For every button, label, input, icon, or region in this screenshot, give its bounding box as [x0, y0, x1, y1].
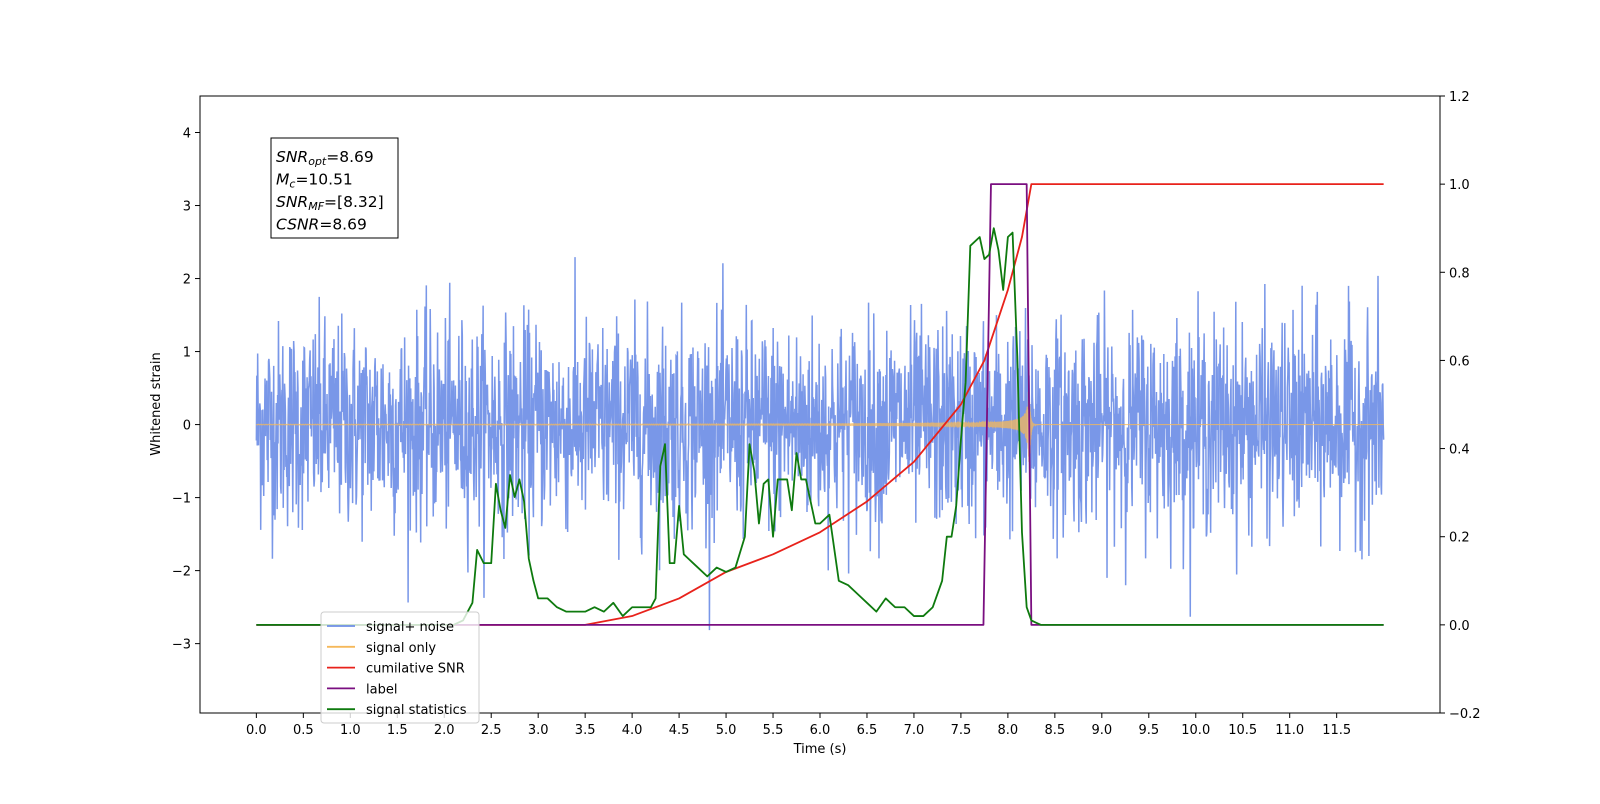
- y-tick-label: 3: [183, 200, 191, 215]
- y2-tick-label: 0.2: [1449, 531, 1470, 546]
- x-tick-label: 7.0: [904, 723, 925, 738]
- y2-tick-label: 1.2: [1449, 90, 1470, 105]
- x-tick-label: 4.0: [622, 723, 643, 738]
- x-tick-label: 6.5: [857, 723, 878, 738]
- x-axis-label: Time (s): [793, 742, 847, 757]
- legend: signal+ noise signal only cumilative SNR la…: [320, 611, 480, 724]
- x-tick-label: 8.0: [998, 723, 1019, 738]
- x-tick-label: 10.5: [1228, 723, 1257, 738]
- y-tick-label: −1: [172, 492, 191, 507]
- annotation-line: SNRopt=8.69: [276, 148, 374, 168]
- series-cumulative-snr-line: [256, 183, 1384, 626]
- x-tick-label: 10.0: [1181, 723, 1210, 738]
- y-tick-label: 0: [183, 419, 191, 434]
- x-tick-label: 11.5: [1322, 723, 1351, 738]
- y-axis-label: Whitened strain: [149, 352, 164, 455]
- series-signal-noise-line: [255, 257, 1385, 631]
- x-tick-label: 0.0: [246, 723, 267, 738]
- legend-label: signal statistics: [366, 703, 467, 718]
- annotation-box-frame: [270, 137, 399, 239]
- legend-frame: [320, 611, 480, 724]
- x-tick-label: 7.5: [951, 723, 972, 738]
- annotation-line: Mc=10.51: [276, 171, 353, 191]
- legend-label: cumilative SNR: [366, 662, 465, 677]
- y-tick-label: −2: [172, 565, 191, 580]
- x-tick-label: 1.5: [387, 723, 408, 738]
- y-tick-label: −3: [172, 638, 191, 653]
- axes: 0.0 0.5 1.0 1.5 2.0 2.5 3.0 3.5 4.0 4.5 5.0 5.5 6.0 6…: [172, 90, 1481, 738]
- x-tick-label: 11.0: [1275, 723, 1304, 738]
- x-tick-label: 0.5: [293, 723, 314, 738]
- x-tick-label: 3.5: [575, 723, 596, 738]
- x-tick-label: 5.0: [716, 723, 737, 738]
- y2-tick-label: 0.4: [1449, 443, 1470, 458]
- y2-tick-label: 0.6: [1449, 354, 1470, 369]
- plot-area: [255, 183, 1385, 631]
- y-tick-label: 4: [183, 127, 191, 142]
- legend-label: signal+ noise: [366, 620, 454, 635]
- series-signal-statistics-line: [256, 227, 1384, 626]
- x-tick-label: 2.0: [434, 723, 455, 738]
- x-tick-label: 5.5: [763, 723, 784, 738]
- y2-tick-label: −0.2: [1449, 707, 1481, 722]
- legend-label: label: [366, 682, 397, 697]
- x-tick-label: 4.5: [669, 723, 690, 738]
- series-signal-only-line: [256, 390, 1384, 465]
- x-tick-label: 8.5: [1045, 723, 1066, 738]
- x-tick-label: 6.0: [810, 723, 831, 738]
- annotation-line: CSNR=8.69: [276, 216, 367, 234]
- y-tick-label: 2: [183, 273, 191, 288]
- y2-tick-label: 1.0: [1449, 178, 1470, 193]
- y2-tick-label: 0.8: [1449, 266, 1470, 281]
- legend-label: signal only: [366, 641, 436, 656]
- x-tick-label: 2.5: [481, 723, 502, 738]
- x-tick-label: 3.0: [528, 723, 549, 738]
- y-tick-label: 1: [183, 346, 191, 361]
- x-tick-label: 1.0: [340, 723, 361, 738]
- x-tick-label: 9.0: [1091, 723, 1112, 738]
- y2-tick-label: 0.0: [1449, 619, 1470, 634]
- annotation-line: SNRMF=[8.32]: [276, 193, 384, 213]
- x-tick-label: 9.5: [1138, 723, 1159, 738]
